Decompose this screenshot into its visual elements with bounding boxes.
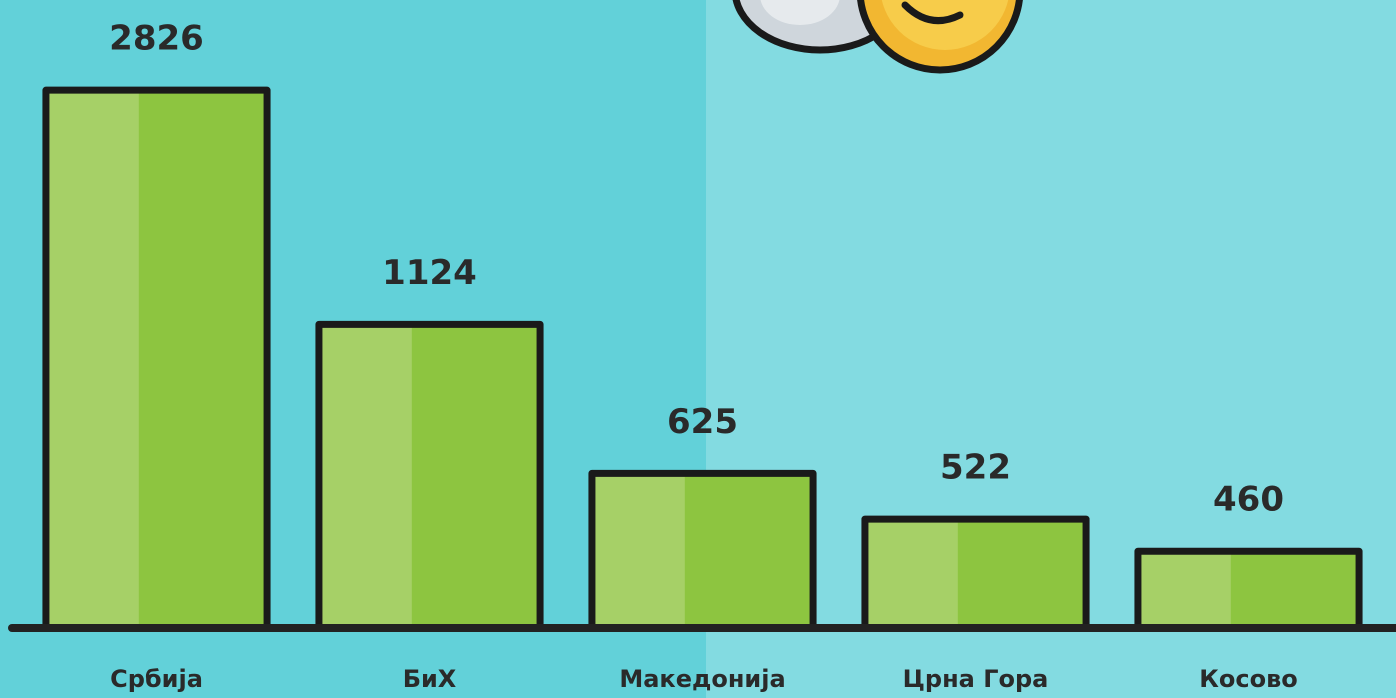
bar bbox=[592, 473, 813, 628]
bar-dark bbox=[958, 519, 1086, 628]
bar bbox=[46, 90, 267, 628]
value-label: 460 bbox=[1213, 480, 1284, 520]
bar-dark bbox=[685, 473, 813, 628]
x-tick-label: Македонија bbox=[619, 665, 785, 693]
x-tick-label: БиХ bbox=[403, 665, 457, 693]
value-label: 522 bbox=[940, 448, 1011, 488]
bar bbox=[865, 519, 1086, 628]
bar bbox=[319, 324, 540, 628]
value-label: 2826 bbox=[109, 19, 204, 59]
bar-dark bbox=[412, 324, 540, 628]
chart: 2826 Србија 1124 БиХ 625 Македонија 522 Црна Го… bbox=[0, 0, 1396, 698]
value-label: 625 bbox=[667, 402, 738, 442]
x-tick-label: Црна Гора bbox=[903, 665, 1049, 693]
x-tick-label: Косово bbox=[1199, 665, 1298, 693]
bar-dark bbox=[1231, 551, 1359, 628]
bar bbox=[1138, 551, 1359, 628]
value-label: 1124 bbox=[382, 253, 477, 293]
bar-dark bbox=[139, 90, 267, 628]
x-tick-label: Србија bbox=[110, 665, 203, 693]
